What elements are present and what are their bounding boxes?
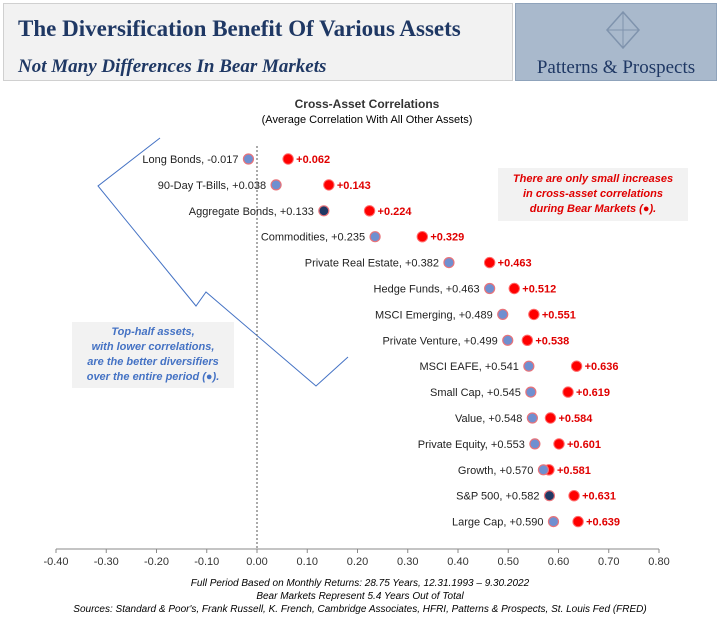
bear-value-label: +0.512 [522,284,556,296]
note-line: are the better diversifiers [87,356,219,368]
x-tick-label: -0.30 [94,556,119,568]
asset-label: Long Bonds, -0.017 [142,154,238,166]
x-axis: -0.40 -0.30 -0.20 -0.10 0.00 0.10 0.20 0.30 0.40… [43,548,670,568]
bear-market-point [528,308,540,321]
asset-label: S&P 500, +0.582 [456,491,539,503]
bear-value-label: +0.584 [558,413,593,425]
full-period-point [270,179,282,191]
asset-label: Aggregate Bonds, +0.133 [189,206,314,218]
x-tick-label: -0.10 [194,556,219,568]
x-tick-label: 0.60 [548,556,569,568]
bear-market-point [570,360,583,372]
x-tick-label: 0.40 [447,556,468,568]
x-tick-label: 0.50 [498,556,519,568]
full-period-point [318,205,330,217]
full-period-point [526,412,538,424]
bear-market-point [416,231,429,243]
asset-label: Growth, +0.570 [458,465,534,477]
diamond-logo-icon [605,10,641,50]
bear-market-point [521,334,534,346]
asset-label: Private Real Estate, +0.382 [305,258,439,270]
bear-value-label: +0.631 [582,491,616,503]
full-period-point [242,153,255,165]
bear-market-point [483,256,496,269]
bear-value-label: +0.062 [296,154,330,166]
note-line: over the entire period (●). [86,371,220,383]
bear-value-label: +0.636 [585,361,619,373]
bear-market-point [323,179,335,191]
note-line: with lower correlations, [91,341,215,353]
annotation-connector [97,137,349,387]
title-panel: The Diversification Benefit Of Various A… [3,3,513,81]
full-period-point [369,231,381,243]
bear-value-label: +0.601 [567,439,601,451]
note-line: Top-half assets, [111,326,195,338]
full-period-point [547,515,560,528]
header: The Diversification Benefit Of Various A… [0,0,720,86]
bear-value-label: +0.463 [498,258,532,270]
note-line: There are only small increases [512,173,674,185]
x-tick-label: 0.00 [246,556,267,568]
bear-value-label: +0.143 [337,180,371,192]
page-subtitle: Not Many Differences In Bear Markets [18,56,327,77]
full-period-point [523,360,535,372]
asset-label: Value, +0.548 [455,413,522,425]
x-tick-label: 0.80 [648,556,669,568]
bear-market-point [508,282,520,295]
chart-title: Cross-Asset Correlations [295,97,440,111]
full-period-point [529,438,541,450]
diversifier-note: Top-half assets, with lower correlations… [72,322,234,388]
bear-value-label: +0.538 [535,335,569,347]
x-tick-label: 0.70 [598,556,619,568]
full-period-point [537,464,550,476]
bear-market-point [544,412,557,424]
full-period-point [543,490,556,502]
x-tick-label: 0.10 [297,556,318,568]
note-line: during Bear Markets (●). [529,203,657,215]
bear-value-label: +0.619 [576,387,610,399]
asset-label: Private Venture, +0.499 [382,335,497,347]
bear-market-point [568,490,580,502]
page-title: The Diversification Benefit Of Various A… [18,16,461,41]
asset-label: Commodities, +0.235 [261,232,365,244]
brand-logo: Patterns & Prospects [515,3,717,81]
bear-market-point [553,438,565,450]
bear-value-label: +0.581 [557,465,591,477]
brand-name: Patterns & Prospects [536,57,696,78]
asset-label: MSCI EAFE, +0.541 [419,361,518,373]
bear-market-note: There are only small increases in cross-… [498,168,688,221]
asset-label: Large Cap, +0.590 [452,517,543,529]
asset-label: 90-Day T-Bills, +0.038 [158,180,266,192]
full-period-point [525,386,537,398]
correlation-chart: Cross-Asset Correlations (Average Correl… [43,97,670,568]
bear-value-label: +0.551 [542,309,576,321]
full-period-point [502,334,514,346]
chart-subtitle: (Average Correlation With All Other Asse… [262,114,473,126]
full-period-point [484,282,496,295]
bear-value-label: +0.639 [586,517,620,529]
x-tick-label: -0.20 [144,556,169,568]
full-period-point [443,257,455,269]
x-tick-label: 0.30 [397,556,418,568]
bear-market-point [572,515,584,528]
bear-market-point [363,205,376,217]
note-line: in cross-asset correlations [522,188,663,200]
bear-market-point [282,153,294,165]
bear-value-label: +0.329 [430,232,464,244]
full-period-point [497,308,509,320]
asset-label: Hedge Funds, +0.463 [374,284,480,296]
bear-value-label: +0.224 [378,206,413,218]
asset-label: Small Cap, +0.545 [430,387,521,399]
caption-sources: Sources: Standard & Poor's, Frank Russel… [73,604,647,615]
x-tick-label: 0.20 [347,556,368,568]
caption-bear: Bear Markets Represent 5.4 Years Out of … [256,591,464,602]
asset-label: MSCI Emerging, +0.489 [375,309,493,321]
x-tick-label: -0.40 [43,556,68,568]
bear-market-point [562,386,574,398]
caption-period: Full Period Based on Monthly Returns: 28… [190,578,530,589]
chart-marks: Long Bonds, -0.017 +0.062 90-Day T-Bills, … [142,153,620,529]
asset-label: Private Equity, +0.553 [418,439,525,451]
